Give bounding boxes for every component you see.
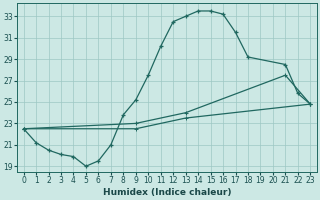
X-axis label: Humidex (Indice chaleur): Humidex (Indice chaleur) <box>103 188 231 197</box>
